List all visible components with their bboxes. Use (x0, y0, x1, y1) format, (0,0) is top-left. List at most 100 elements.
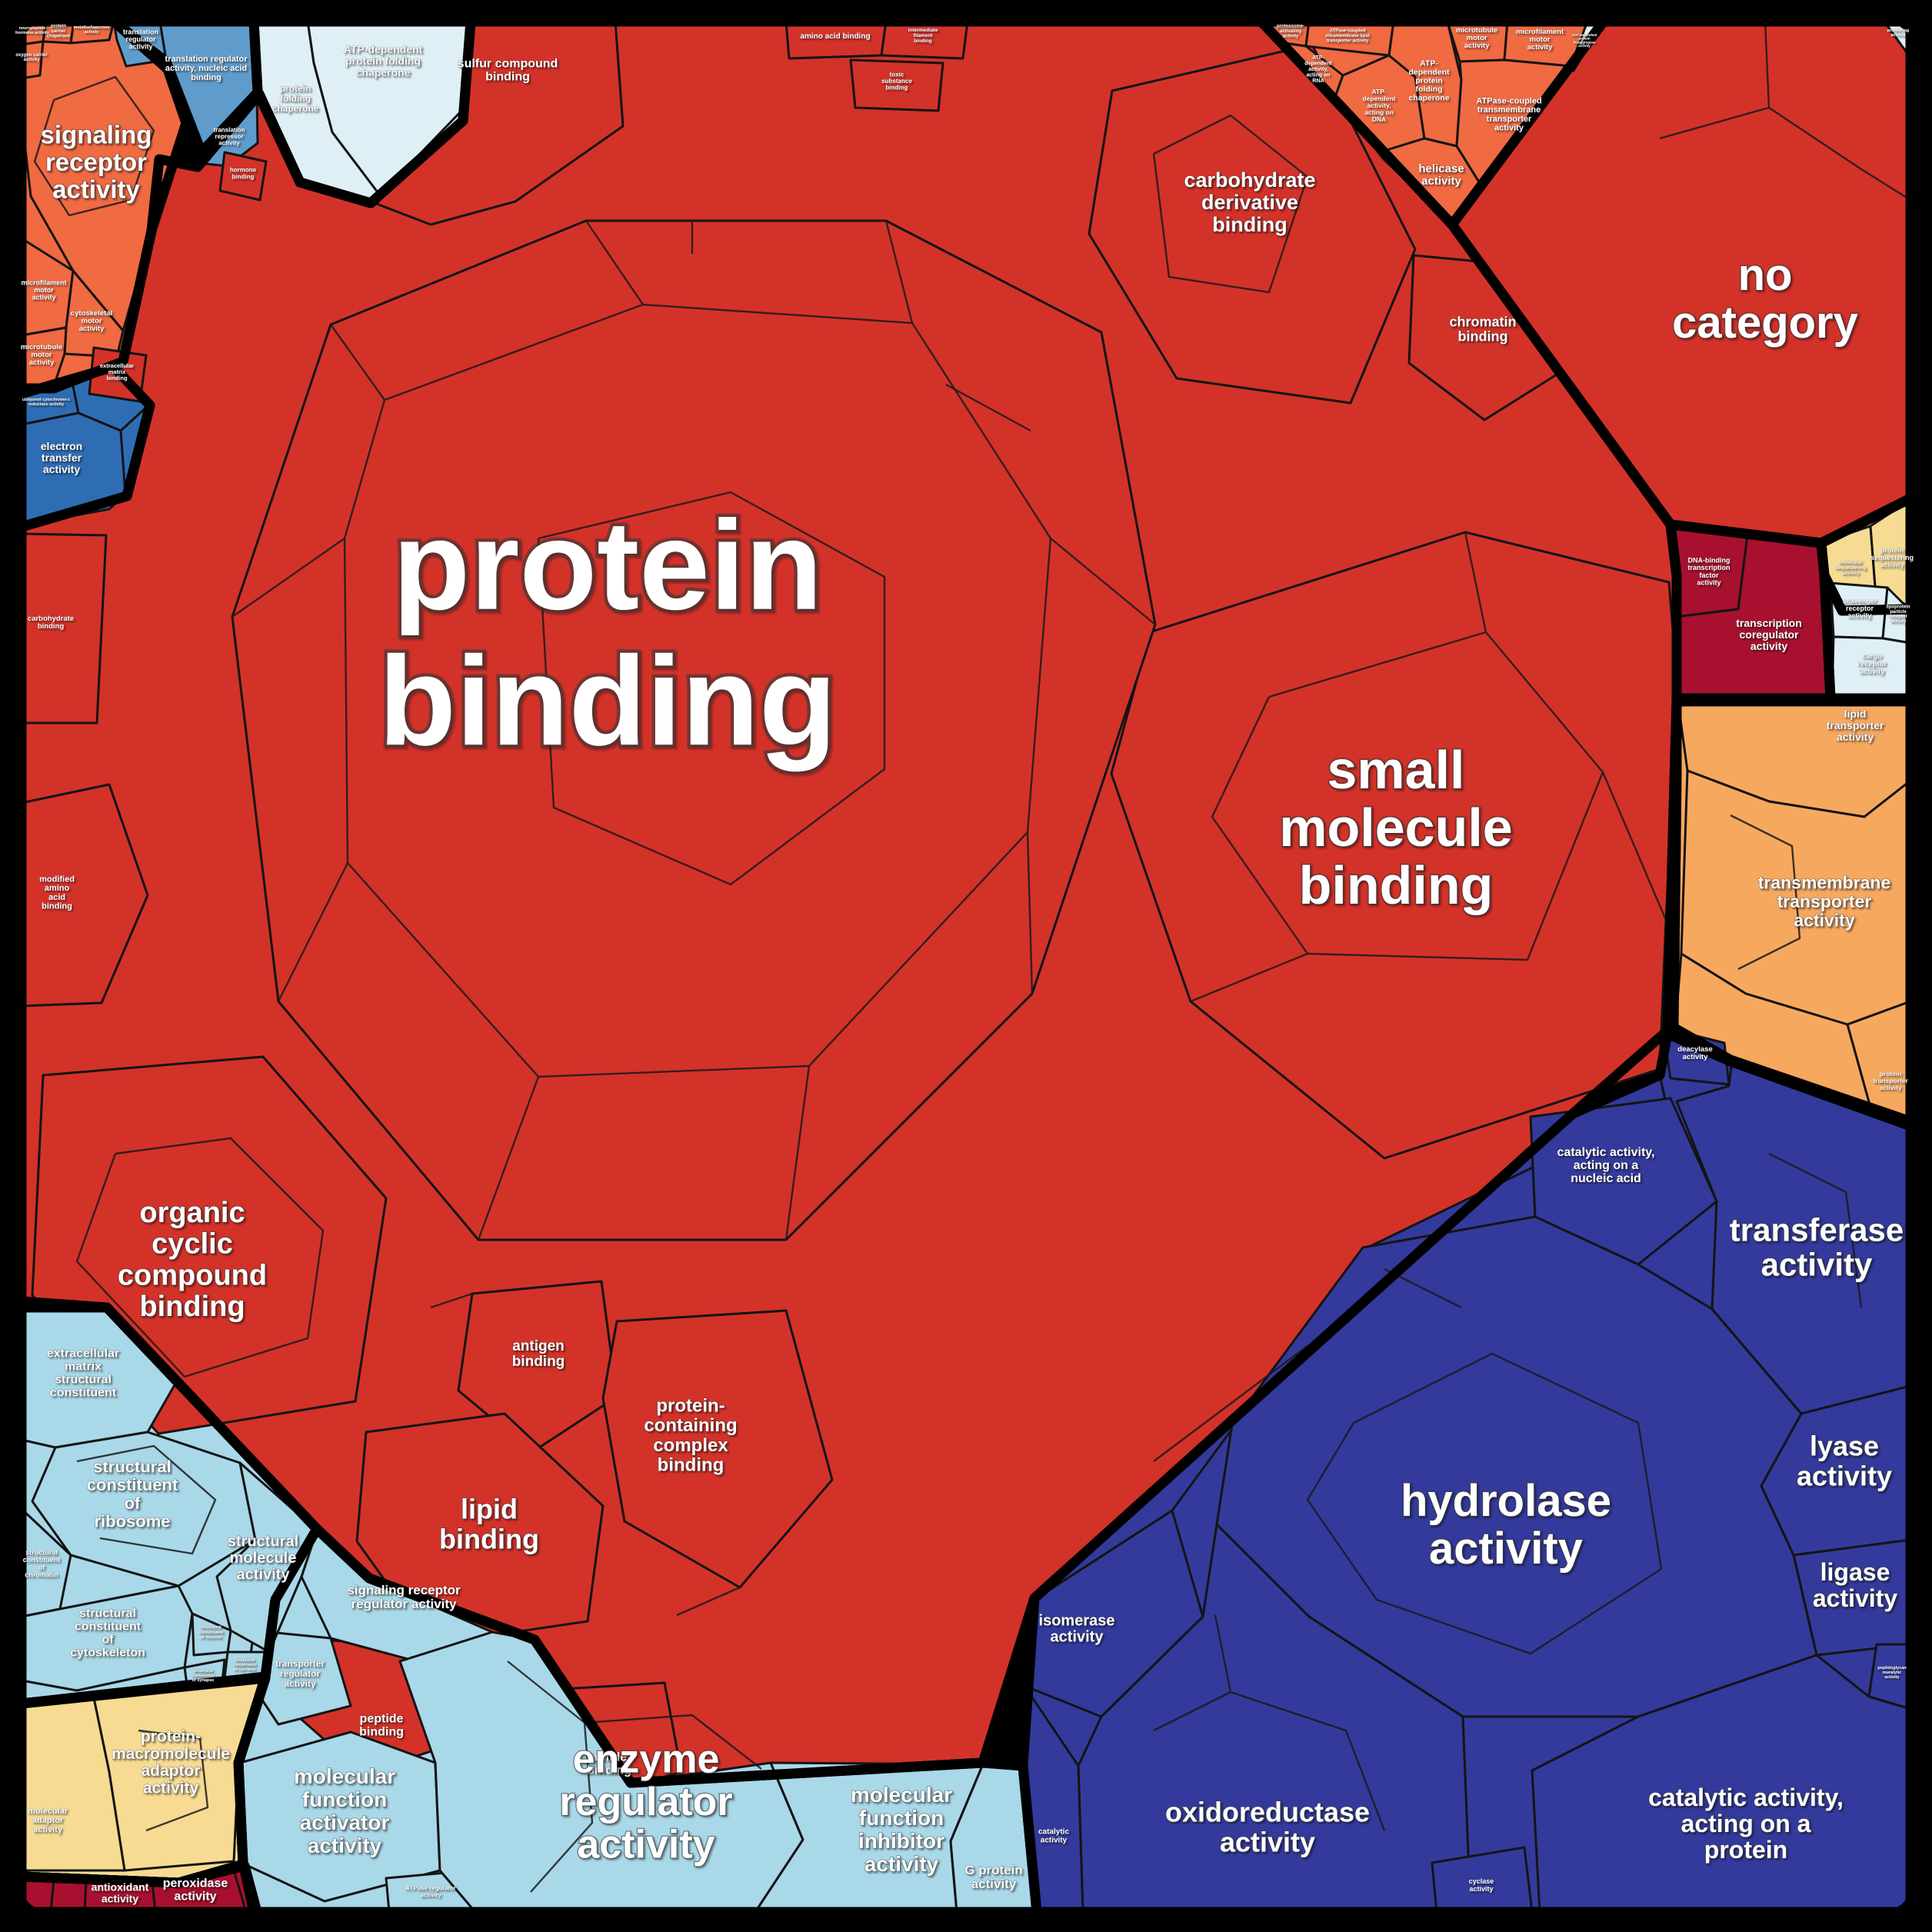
ligase-activity-label: ligase activity (1813, 1558, 1897, 1612)
antigen-binding-cell[interactable] (457, 1280, 618, 1454)
detail-line-17 (1860, 168, 1911, 202)
catalytic-activity-acting-on-a-nucleic-acid-cell[interactable] (1529, 1097, 1718, 1266)
protein-binding-label: protein binding (378, 495, 837, 772)
catalytic-activity-acting-on-a-protein-label: catalytic activity, acting on a protein (1648, 1784, 1844, 1864)
chromatin-binding-label: chromatin binding (1449, 314, 1516, 344)
detail-line-22 (33, 75, 155, 217)
detail-line-5 (784, 1065, 811, 1241)
detail-line-13 (1601, 771, 1667, 921)
microtubule-motor-activity-top-label: microtubule motor activity (1456, 26, 1497, 50)
lipid-binding-label: lipid binding (439, 1494, 539, 1555)
enzyme-regulator-activity-label: enzyme regulator activity (559, 1737, 732, 1867)
translation-regulator-activity-nucleic-acid-binding-label: translation regulator activity, nucleic a… (165, 55, 248, 82)
ubiquinol-cytochrome-c-reductase-activity-label: ubiquinol cytochrome-c reductase activity (22, 398, 70, 407)
toxic-substance-binding-cell[interactable] (849, 58, 944, 112)
detail-line-14 (1190, 952, 1308, 1003)
peroxidase-activity-label: peroxidase activity (163, 1877, 228, 1903)
intermediate-filament-binding-label: intermediate filament binding (908, 28, 938, 44)
oxygen-carrier-activity-label: oxygen carrier activity (15, 53, 48, 62)
detail-line-10 (537, 491, 886, 886)
detail-line-1 (585, 220, 644, 305)
structural-constituent-of-synapse-label: structural constituent of synapse (192, 1669, 215, 1683)
detail-line-27 (1214, 1614, 1232, 1693)
no-category-label: no category (1672, 250, 1858, 348)
atpase-regulator-activity-label: ATPase regulator activity (405, 1885, 456, 1899)
detail-line-31 (138, 1729, 209, 1832)
transmembrane-transporter-activity-label: transmembrane transporter activity (1758, 872, 1891, 930)
protein-carrier-chaperone-label: protein carrier chaperone (47, 25, 71, 39)
molecular-adaptor-activity-label: molecular adaptor activity (28, 1807, 68, 1834)
detail-line-28 (1730, 814, 1801, 971)
atp-dependent-protein-disaggregase-activity-label: ATP-dependent protein disaggregase activity (1572, 33, 1597, 48)
modified-amino-acid-binding-label: modified amino acid binding (39, 874, 75, 911)
protein-sequestering-activity-label: protein sequestering activity (1870, 546, 1914, 568)
hormone-binding-cell[interactable] (218, 151, 268, 202)
proteasome-activating-activity-label: proteasome-activating activity (1277, 25, 1304, 39)
detail-line-29 (1768, 1152, 1863, 1308)
metallochaperone-activity-label: metallochaperone activity (73, 25, 109, 35)
transporter-regulator-activity-label: transporter regulator activity (275, 1658, 325, 1689)
lipid-transporter-activity-label: lipid transporter activity (1827, 708, 1884, 743)
antioxidant-activity-label: antioxidant activity (92, 1881, 149, 1905)
translation-repressor-activity-label: translation repressor activity (214, 126, 245, 146)
neuropeptide-hormone-activity-label: neuropeptide hormone activity (15, 26, 50, 35)
detail-line-18 (1306, 1352, 1663, 1655)
amino-acid-binding-label: amino acid binding (800, 32, 870, 41)
antigen-binding-label: antigen binding (512, 1338, 565, 1370)
protein-macromolecule-adaptor-activity-label: protein-macromolecule adaptor activity (112, 1727, 230, 1797)
detail-line-8 (232, 538, 345, 618)
atp-dependent-activity-acting-on-rna-label: ATP-dependent activity, acting on RNA (1304, 55, 1332, 84)
atp-dependent-activity-acting-on-dna-label: ATP-dependent activity, acting on DNA (1363, 88, 1396, 123)
transcription-coregulator-activity-label: transcription coregulator activity (1736, 617, 1802, 652)
detail-line-16 (1764, 21, 1770, 108)
atpase-coupled-intramembrane-lipid-transporter-activity-label: ATPase-coupled intramembrane lipid transpo… (1325, 29, 1370, 44)
atpase-coupled-transmembrane-transporter-activity-label: ATPase-coupled transmembrane transporter ac… (1476, 96, 1541, 132)
detail-line-35 (676, 1586, 741, 1617)
translation-regulator-activity-label: translation regulator activity (123, 28, 158, 50)
detail-line-33 (945, 383, 1031, 432)
atp-dependent-protein-folding-chaperone-pale-label: ATP-dependent protein folding chaperone (344, 43, 423, 78)
peptidoglycan-muralytic-activity-label: peptidoglycan muralytic activity (1877, 1666, 1907, 1680)
toxic-substance-binding-label: toxic substance binding (881, 71, 912, 91)
structural-constituent-of-eye-lens-label: structural constituent of eye lens (233, 1658, 256, 1672)
detail-line-3 (1050, 538, 1156, 625)
hydrolase-activity-label: hydrolase activity (1401, 1476, 1611, 1574)
protein-folding-chaperone-label: protein folding chaperone (272, 83, 319, 114)
g-protein-activity-label: G protein activity (964, 1863, 1023, 1891)
lipid-binding-cell[interactable] (355, 1412, 605, 1646)
detail-line-30 (76, 1444, 217, 1555)
deacylase-activity-label: deacylase activity (1677, 1045, 1712, 1061)
signaling-receptor-regulator-activity-label: signaling receptor regulator activity (347, 1583, 461, 1611)
carbohydrate-binding-label: carbohydrate binding (28, 615, 74, 631)
detail-line-34 (430, 1292, 473, 1309)
catalytic-activity-small-label: catalytic activity (1038, 1828, 1069, 1845)
protein-transporter-activity-label: protein transporter activity (1873, 1070, 1908, 1091)
structural-constituent-of-ribosome-cell[interactable] (31, 1431, 257, 1587)
detail-line-12 (1464, 531, 1487, 633)
detail-line-24 (507, 1661, 594, 1893)
structural-constituent-of-cytoskeleton-cell[interactable] (20, 1584, 194, 1692)
protein-tag-activity-label: protein tag activity (1887, 28, 1909, 38)
structural-constituent-of-muscle-label: structural constituent of muscle (198, 1626, 223, 1641)
detail-line-0 (343, 303, 1052, 1078)
structural-constituent-of-chromatin-label: structural constituent of chromatin (23, 1549, 61, 1579)
hormone-binding-label: hormone binding (230, 167, 257, 181)
extracellular-matrix-structural-constituent-label: extracellular matrix structural constituent (47, 1347, 119, 1399)
cytoskeletal-motor-activity-cell[interactable] (63, 269, 125, 358)
oxidoreductase-activity-label: oxidoreductase activity (1165, 1797, 1370, 1858)
lyase-activity-label: lyase activity (1797, 1431, 1892, 1492)
catalytic-activity-acting-on-a-nucleic-acid-label: catalytic activity, acting on a nucleic ac… (1557, 1146, 1655, 1185)
cytoskeletal-motor-activity-label: cytoskeletal motor activity (71, 309, 112, 333)
electron-transfer-activity-label: electron transfer activity (41, 440, 82, 475)
small-molecule-binding-label: small molecule binding (1279, 740, 1512, 915)
small-molecule-binding-cell[interactable] (1110, 531, 1680, 1160)
microfilament-motor-activity-label: microfilament motor activity (21, 278, 66, 301)
transferase-activity-label: transferase activity (1730, 1212, 1904, 1283)
carbohydrate-derivative-binding-label: carbohydrate derivative binding (1184, 168, 1315, 236)
microtubule-motor-activity-label: microtubule motor activity (21, 343, 62, 367)
structural-constituent-of-ribosome-label: structural constituent of ribosome (87, 1457, 178, 1531)
dna-binding-transcription-factor-activity-label: DNA-binding transcription factor activity (1687, 557, 1730, 587)
extracellular-matrix-binding-label: extracellular matrix binding (100, 362, 134, 381)
molecular-function-activator-activity-label: molecular function activator activity (294, 1764, 395, 1857)
